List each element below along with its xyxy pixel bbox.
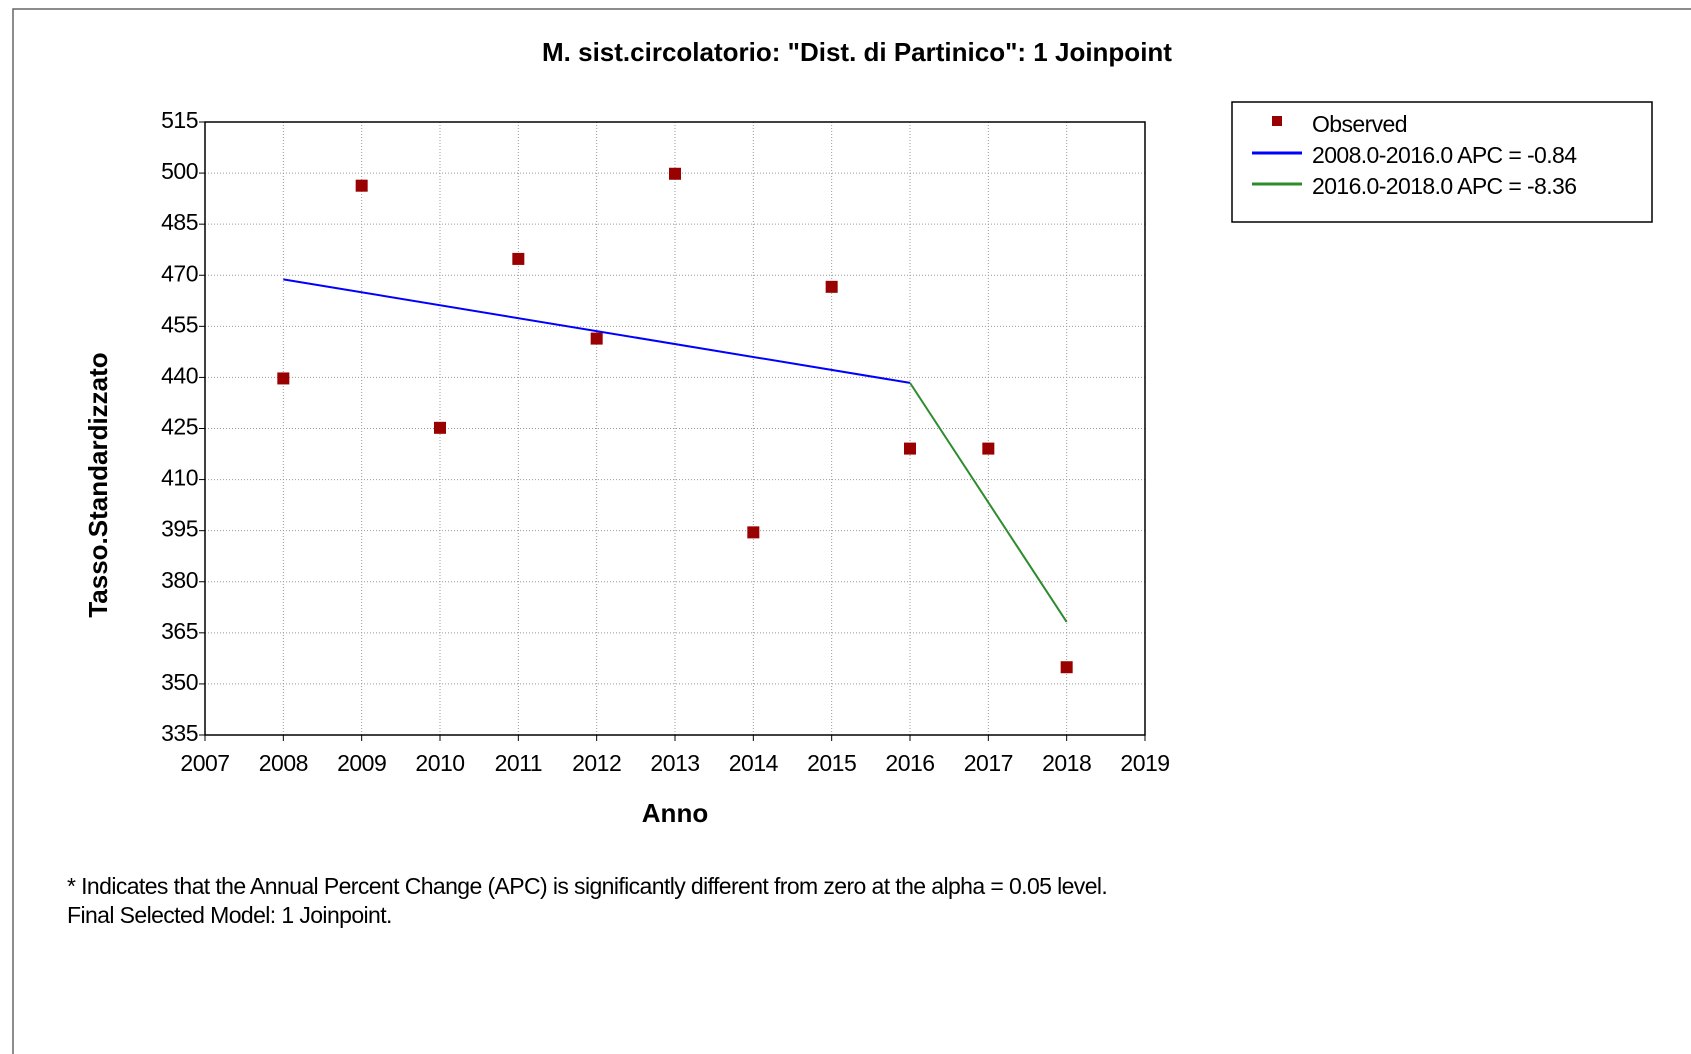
point bbox=[277, 372, 290, 385]
x-tick-label: 2019 bbox=[1120, 750, 1169, 776]
point bbox=[512, 252, 525, 265]
trend-line bbox=[909, 382, 1068, 623]
y-axis-label: Tasso.Standardizzato bbox=[83, 352, 113, 617]
x-tick-label: 2012 bbox=[572, 750, 621, 776]
x-tick-label: 2017 bbox=[964, 750, 1013, 776]
footnote: * Indicates that the Annual Percent Chan… bbox=[67, 873, 1107, 899]
plot-area bbox=[204, 121, 1146, 736]
x-tick-label: 2016 bbox=[885, 750, 934, 776]
footnote: Final Selected Model: 1 Joinpoint. bbox=[67, 902, 392, 928]
trend-line bbox=[283, 278, 911, 384]
x-tick-label: 2011 bbox=[495, 750, 542, 776]
legend-label: 2016.0-2018.0 APC = -8.36 bbox=[1312, 173, 1576, 199]
y-tick-label: 470 bbox=[161, 260, 198, 286]
y-tick-label: 335 bbox=[161, 720, 198, 746]
point bbox=[434, 421, 446, 434]
y-tick-label: 425 bbox=[161, 414, 198, 440]
y-tick-label: 455 bbox=[161, 311, 198, 337]
y-tick-label: 485 bbox=[161, 209, 198, 235]
point bbox=[825, 280, 838, 293]
x-tick-label: 2018 bbox=[1042, 750, 1091, 776]
point bbox=[669, 167, 681, 180]
y-tick-label: 350 bbox=[161, 669, 198, 695]
y-tick-label: 410 bbox=[161, 465, 198, 491]
x-tick-label: 2010 bbox=[415, 750, 464, 776]
point bbox=[982, 442, 995, 455]
frame bbox=[12, 8, 1691, 1054]
y-tick-label: 395 bbox=[161, 516, 198, 542]
y-tick-label: 380 bbox=[161, 567, 198, 593]
x-tick-label: 2013 bbox=[650, 750, 699, 776]
y-tick-label: 440 bbox=[161, 362, 198, 388]
x-tick-label: 2007 bbox=[180, 750, 229, 776]
legend-box bbox=[1231, 101, 1653, 223]
point bbox=[1060, 661, 1073, 674]
x-tick-label: 2014 bbox=[729, 750, 779, 776]
legend-symbol bbox=[1272, 116, 1282, 126]
x-axis-label: Anno bbox=[642, 798, 708, 828]
point bbox=[355, 179, 368, 192]
x-tick-label: 2009 bbox=[337, 750, 386, 776]
legend-label: 2008.0-2016.0 APC = -0.84 bbox=[1312, 142, 1577, 168]
y-tick-label: 365 bbox=[161, 618, 198, 644]
legend-label: Observed bbox=[1312, 111, 1407, 137]
point bbox=[590, 332, 603, 345]
point bbox=[904, 442, 916, 455]
y-tick-label: 500 bbox=[161, 158, 198, 184]
x-tick-label: 2015 bbox=[807, 750, 856, 776]
y-tick-label: 515 bbox=[161, 107, 198, 133]
x-tick-label: 2008 bbox=[259, 750, 308, 776]
point bbox=[747, 526, 760, 539]
chart-title: M. sist.circolatorio: "Dist. di Partinic… bbox=[542, 37, 1172, 67]
